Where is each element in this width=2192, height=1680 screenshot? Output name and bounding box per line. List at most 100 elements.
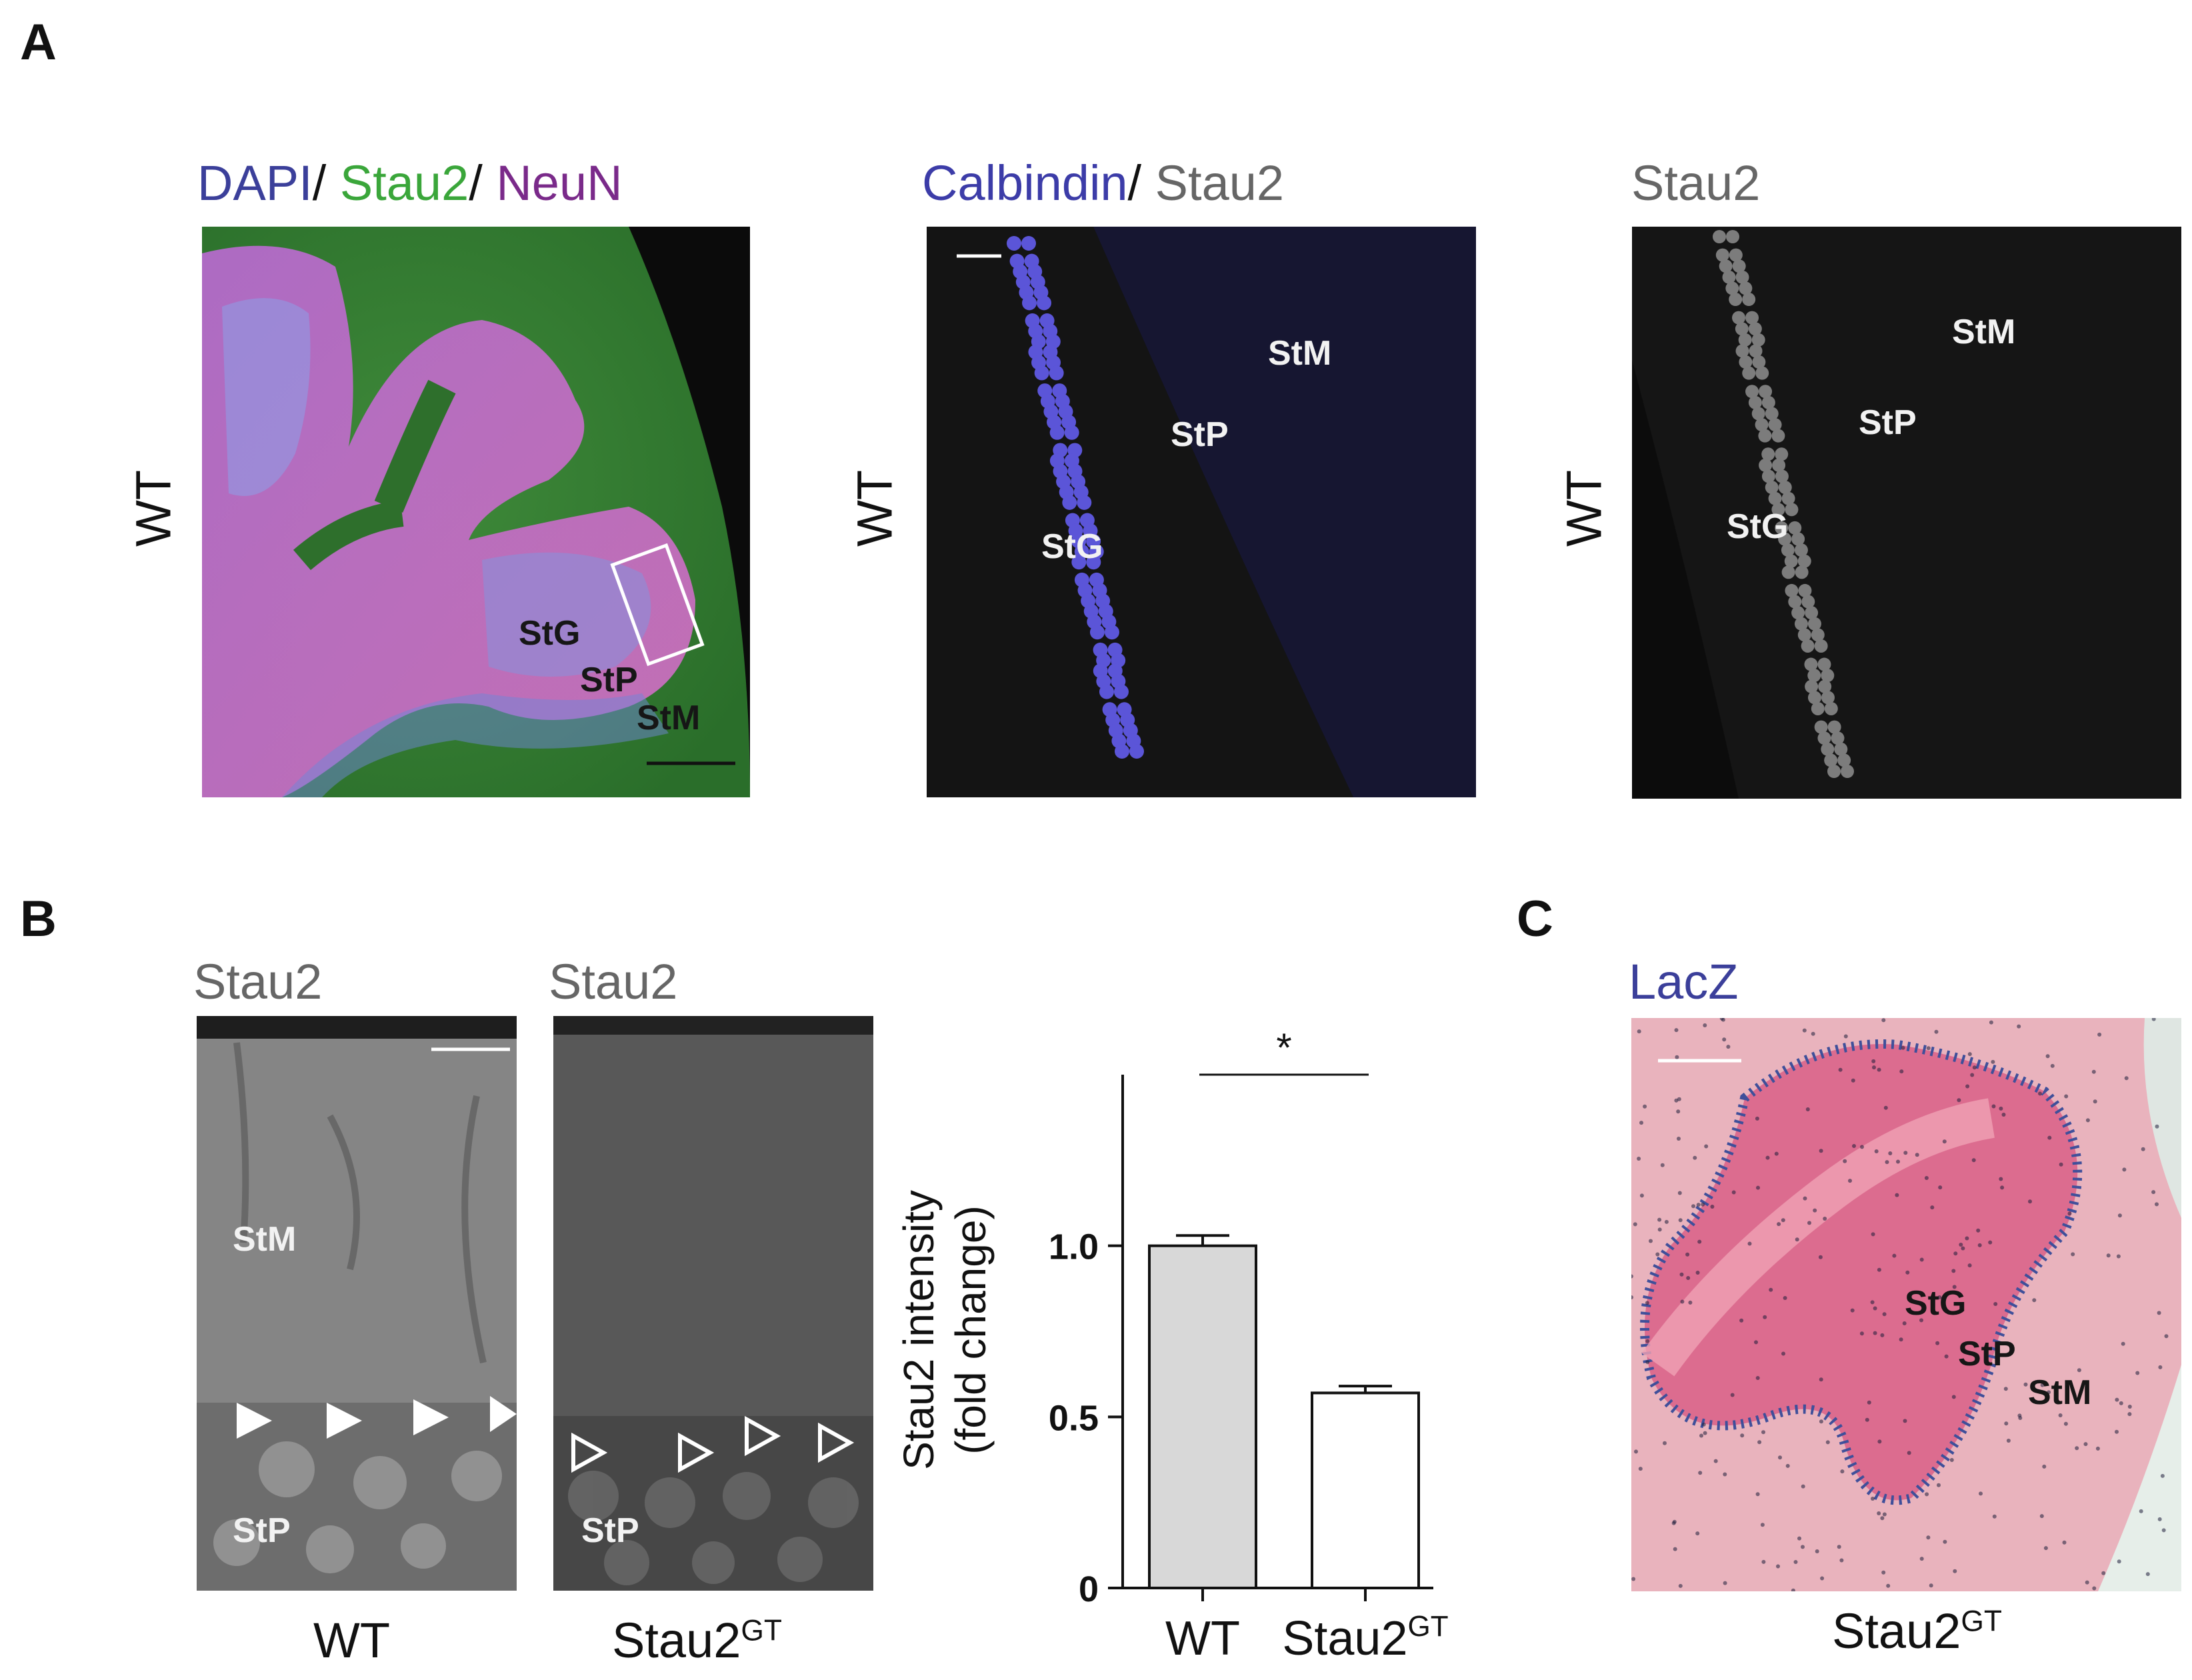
purkinje-cell (1719, 259, 1733, 273)
lacz-dot (2121, 1341, 2125, 1346)
granular-layer (1640, 1039, 2083, 1505)
region-label: StG (1041, 527, 1103, 566)
lacz-dot (1747, 1241, 1752, 1246)
purkinje-cell (1735, 322, 1749, 336)
lacz-dot (1643, 1104, 1647, 1109)
lacz-dot (2151, 1018, 2156, 1021)
lacz-dot (2124, 1076, 2129, 1081)
lacz-dot (1805, 1107, 1810, 1111)
lacz-dot (1852, 1144, 1856, 1148)
lacz-dot (1655, 1252, 1660, 1257)
region-label: StG (1727, 507, 1789, 546)
lacz-dot (1793, 1560, 1798, 1564)
lacz-dot (1781, 1218, 1785, 1223)
lacz-dot (2004, 1421, 2009, 1426)
purkinje-cell (1817, 657, 1831, 671)
lacz-dot (1837, 1545, 1841, 1549)
bar-chart: Stau2 intensity (fold change) 0 0.5 1.0 WT S… (895, 1025, 1449, 1665)
lacz-dot (1677, 1137, 1681, 1141)
lacz-dot (1953, 1569, 1957, 1573)
lacz-dot (1671, 1521, 1676, 1525)
lacz-dot (1811, 1031, 1815, 1036)
lacz-dot (1680, 1299, 1685, 1304)
lacz-dot (1905, 1270, 1910, 1275)
lacz-dot (1688, 1300, 1693, 1305)
lacz-dot (1867, 1400, 1871, 1405)
purkinje-cell (1772, 458, 1786, 472)
lacz-dot (1801, 1545, 1805, 1549)
purkinje-cell (1801, 595, 1815, 609)
purkinje-cells (1713, 230, 1854, 778)
lacz-dot (1664, 1219, 1669, 1224)
lacz-dot (1930, 1205, 1935, 1210)
x-tick-label: Stau2GT (1282, 1610, 1448, 1665)
region-label: StM (637, 699, 701, 737)
lacz-dot (1961, 1246, 1965, 1251)
y-tick-label: 0 (1079, 1569, 1099, 1609)
purkinje-cell (1037, 295, 1052, 311)
purkinje-cell (1034, 365, 1049, 381)
lacz-dot (1871, 1059, 1876, 1063)
stain-sep: / (312, 155, 340, 211)
lacz-dot (2071, 1252, 2075, 1257)
lacz-dot (2119, 1401, 2123, 1405)
purkinje-cell (1791, 532, 1805, 546)
lacz-dot (1886, 1583, 1891, 1588)
stain-stau2: Stau2 (1631, 155, 1761, 211)
lacz-dot (2064, 1094, 2069, 1099)
filled-arrowheads (237, 1396, 517, 1439)
lacz-dot (2043, 1546, 2048, 1551)
lacz-dot (2106, 1253, 2111, 1258)
lacz-dot (1929, 1583, 1933, 1588)
lacz-dot (1924, 1176, 1929, 1180)
purkinje-cell (1817, 731, 1831, 745)
purkinje-cell (1797, 554, 1811, 568)
lacz-dot (1944, 1354, 1949, 1359)
purkinje-cell (1784, 554, 1798, 568)
lacz-dot (1657, 1227, 1662, 1232)
lacz-dot (1791, 1588, 1795, 1591)
lacz-dot (1797, 1536, 1801, 1541)
lacz-dot (1823, 1217, 1827, 1221)
purkinje-cell (1049, 365, 1064, 381)
lacz-dot (2063, 1421, 2068, 1426)
purkinje-cell (1778, 532, 1792, 546)
purkinje-cell (1755, 418, 1769, 432)
lacz-dot (1807, 1221, 1811, 1225)
purkinje-cell (1735, 344, 1749, 358)
lacz-dot (1925, 1492, 1929, 1497)
lacz-dot (1698, 1471, 1703, 1475)
lacz-dot (1942, 1139, 1947, 1144)
lacz-dot (1713, 1459, 1718, 1463)
lacz-dot (2095, 1446, 2100, 1451)
purkinje-cell (1821, 742, 1835, 756)
lacz-dot (1938, 1185, 1943, 1190)
lacz-dot (1877, 1439, 1882, 1444)
lacz-dot (2157, 1517, 2162, 1521)
purkinje-cell (1089, 625, 1105, 640)
stain-label-c: LacZ (1629, 954, 1739, 1009)
lacz-dot (1785, 1463, 1790, 1468)
lacz-dot (1839, 1558, 1844, 1563)
lacz-dot (1710, 1205, 1715, 1209)
purkinje-cell (1801, 639, 1815, 653)
purkinje-cell (1761, 447, 1775, 461)
lacz-dot (1873, 1306, 1877, 1311)
lacz-dot (2139, 1509, 2143, 1513)
lacz-dot (1631, 1577, 1636, 1581)
lacz-dot (1977, 1243, 1982, 1247)
lacz-dot (2085, 1580, 2089, 1585)
lacz-dot (1979, 1491, 1983, 1496)
genotype-label-c: Stau2GT (1832, 1603, 2003, 1659)
lacz-dot (1675, 1055, 1679, 1059)
lacz-dot (1803, 1196, 1807, 1201)
purkinje-cell (1739, 355, 1753, 369)
lacz-dot (1965, 1236, 1969, 1241)
lacz-dot (1695, 1531, 1700, 1536)
lacz-dot (1881, 1570, 1886, 1575)
purkinje-cell (1768, 418, 1782, 432)
lacz-dot (2155, 1124, 2159, 1129)
lacz-dot (2039, 1514, 2044, 1519)
purkinje-cell (1758, 429, 1772, 443)
lacz-dot (1686, 1276, 1691, 1280)
